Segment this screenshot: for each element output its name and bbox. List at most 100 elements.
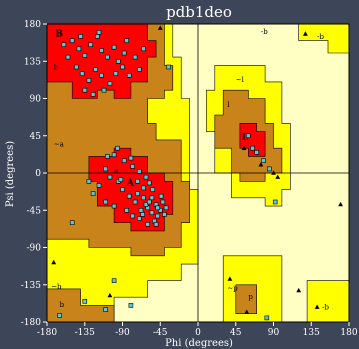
residue-point	[76, 46, 82, 52]
glycine-point	[107, 292, 113, 298]
region-label: -b	[261, 28, 268, 36]
x-tick-label: 180	[340, 328, 357, 338]
residue-point	[90, 191, 96, 196]
residue-point	[261, 158, 266, 163]
y-axis-label: Psi (degrees)	[5, 141, 16, 207]
region-label: b	[60, 301, 65, 309]
region-label: ~a	[54, 141, 64, 149]
residue-point	[65, 54, 71, 60]
region-label: b	[54, 64, 59, 72]
residue-point	[272, 199, 278, 205]
residue-point	[266, 166, 272, 172]
residue-point	[111, 44, 117, 50]
residue-point	[250, 145, 255, 151]
residue-point	[162, 212, 167, 217]
residue-point	[78, 34, 83, 39]
residue-point	[135, 191, 140, 196]
glycine-point	[275, 174, 281, 179]
y-tick-label: 135	[24, 57, 41, 67]
generous-region-4	[306, 280, 350, 323]
region-label: l	[227, 101, 230, 109]
region-label: ~b	[51, 283, 62, 291]
x-axis-label: Phi (degrees)	[165, 338, 233, 349]
region-label: B	[55, 29, 63, 39]
y-tick-label: 90	[30, 95, 42, 105]
residue-point	[96, 183, 102, 188]
residue-point	[121, 158, 127, 163]
residue-point	[135, 179, 140, 184]
residue-point	[143, 174, 149, 180]
residue-point	[95, 34, 100, 39]
y-tick-label: -180	[21, 318, 41, 328]
residue-point	[105, 54, 110, 60]
residue-point	[101, 87, 107, 93]
residue-point	[118, 177, 124, 182]
glycine-point	[241, 145, 247, 150]
region-label: -b	[317, 33, 324, 41]
residue-point	[158, 193, 164, 199]
x-tick-label: 90	[268, 328, 280, 338]
residue-point	[120, 187, 125, 192]
region-label: A	[126, 178, 135, 188]
y-tick-label: -45	[27, 206, 42, 216]
residue-point	[166, 64, 171, 70]
residue-point	[137, 67, 142, 72]
residue-point	[149, 195, 155, 201]
residue-point	[121, 50, 127, 56]
residue-point	[147, 199, 152, 205]
residue-point	[254, 150, 259, 155]
glycine-point	[227, 276, 233, 281]
residue-point	[103, 199, 108, 205]
residue-point	[143, 202, 149, 207]
y-tick-label: 45	[30, 132, 42, 142]
glycine-point	[271, 170, 276, 175]
residue-point	[246, 133, 251, 139]
glycine-point	[296, 287, 302, 293]
residue-point	[82, 298, 88, 304]
residue-point	[128, 303, 134, 308]
glycine-point	[303, 31, 308, 36]
region-label: a	[114, 167, 118, 175]
residue-point	[99, 73, 104, 78]
residue-point	[116, 58, 121, 64]
residue-point	[137, 169, 142, 174]
residue-point	[82, 53, 88, 58]
glycine-point	[258, 162, 264, 167]
residue-point	[103, 307, 108, 312]
residue-point	[132, 54, 138, 60]
residue-point	[163, 205, 169, 211]
y-tick-label: -135	[21, 281, 41, 291]
residue-point	[107, 81, 113, 86]
residue-point	[111, 278, 117, 283]
residue-point	[160, 199, 166, 205]
residue-point	[126, 193, 132, 199]
residue-point	[90, 92, 96, 97]
residue-point	[115, 145, 120, 151]
x-tick-label: 0	[195, 328, 201, 338]
residue-point	[128, 155, 134, 161]
residue-point	[147, 180, 152, 186]
residue-point	[103, 166, 108, 172]
y-tick-label: 0	[35, 169, 41, 179]
y-tick-label: 180	[24, 20, 41, 30]
x-tick-label: -45	[153, 328, 168, 338]
region-label: ~l	[236, 76, 245, 84]
x-tick-label: -90	[115, 328, 130, 338]
residue-point	[126, 73, 132, 78]
residue-point	[88, 42, 93, 48]
residue-point	[113, 71, 119, 76]
residue-point	[132, 199, 138, 205]
glycine-point	[51, 259, 57, 265]
region-label: -b	[322, 304, 329, 312]
residue-point	[69, 220, 75, 225]
glycine-point	[314, 304, 320, 309]
residue-point	[120, 64, 125, 70]
residue-point	[93, 67, 98, 72]
x-tick-label: 135	[303, 328, 320, 338]
residue-point	[61, 42, 67, 48]
residue-point	[138, 208, 144, 213]
residue-point	[86, 78, 92, 83]
residue-point	[124, 38, 129, 43]
residue-point	[141, 46, 146, 52]
